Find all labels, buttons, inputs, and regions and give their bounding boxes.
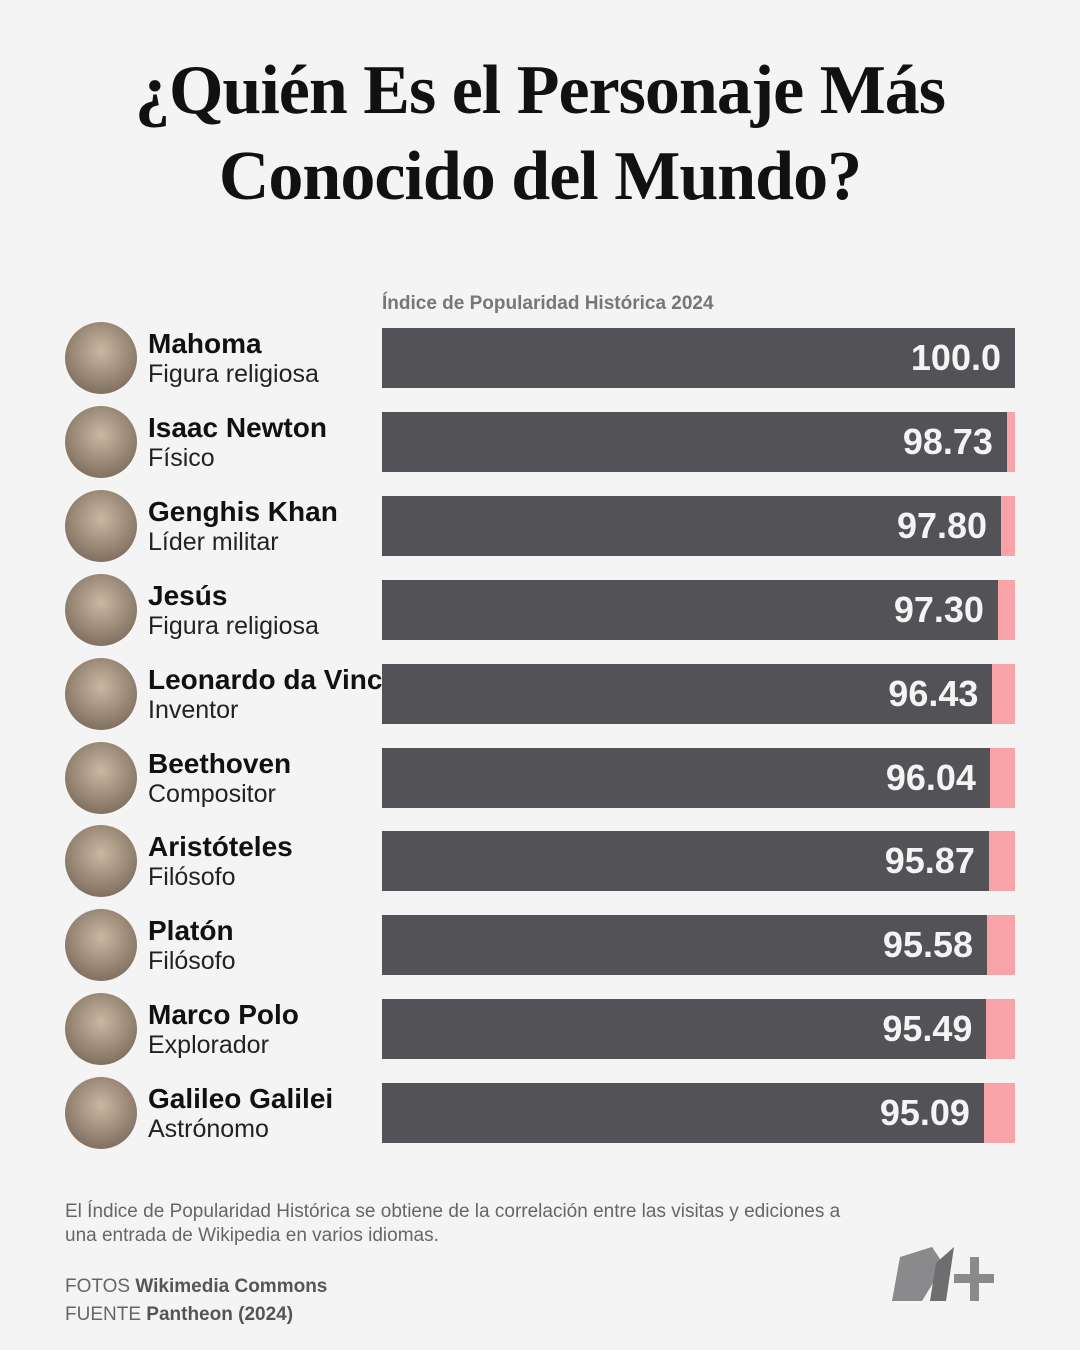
logo-plus-h [954,1274,994,1283]
bar-track: 95.58 [382,915,1015,976]
value-label: 95.49 [882,1008,973,1050]
bar: 98.73 [382,411,1007,472]
portrait [65,909,137,982]
portrait [65,741,137,814]
credit-line: FOTOS Wikimedia Commons [65,1276,327,1298]
row-label: Beethoven Compositor [148,748,378,810]
bar-track: 96.04 [382,747,1015,808]
bar: 100.0 [382,328,1015,388]
bar-track: 95.49 [382,999,1015,1060]
footnote: El Índice de Popularidad Histórica se ob… [65,1201,841,1246]
row: Aristóteles Filósofo 95.87 [0,825,1080,898]
row-label: Genghis Khan Líder militar [148,496,378,558]
person-name: Platón [148,915,234,947]
bar-track: 100.0 [382,328,1015,388]
person-name: Jesús [148,579,228,611]
credit-label: FOTOS [65,1276,131,1297]
person-role: Filósofo [148,947,236,976]
row-label: Platón Filósofo [148,915,378,977]
axis-label: Índice de Popularidad Histórica 2024 [382,293,714,314]
person-name: Mahoma [148,328,262,359]
row: Isaac Newton Físico 98.73 [0,405,1080,478]
value-label: 97.30 [893,588,984,630]
person-role: Explorador [148,1031,269,1060]
person-role: Líder militar [148,527,279,556]
person-role: Físico [148,443,215,472]
row-label: Isaac Newton Físico [148,412,378,474]
row: Jesús Figura religiosa 97.30 [0,573,1080,646]
bar-track: 96.43 [382,663,1015,724]
logo-n-stroke [930,1247,954,1301]
row: Marco Polo Explorador 95.49 [0,993,1080,1066]
portrait [65,405,137,478]
value-label: 98.73 [902,420,993,462]
bar: 95.49 [382,999,987,1060]
value-label: 97.80 [896,504,988,546]
person-role: Compositor [148,779,276,808]
portrait [65,573,137,646]
bar: 96.04 [382,747,990,808]
row: Genghis Khan Líder militar 97.80 [0,489,1080,562]
logo-n [892,1247,944,1301]
row: Galileo Galilei Astrónomo 95.09 [0,1077,1080,1150]
person-name: Beethoven [148,747,292,779]
row: Mahoma Figura religiosa 100.0 [0,322,1080,394]
person-name: Leonardo da Vinci [148,663,391,695]
portrait [65,657,137,730]
logo [892,1247,994,1301]
bar: 96.43 [382,663,993,724]
bar: 95.58 [382,915,988,976]
person-role: Inventor [148,695,239,724]
bar-track: 97.30 [382,579,1015,640]
row-label: Mahoma Figura religiosa [148,328,378,390]
person-name: Aristóteles [148,831,293,863]
row-label: Leonardo da Vinci Inventor [148,663,391,726]
person-role: Figura religiosa [148,360,319,388]
chart-title: ¿Quién Es el Personaje Más Conocido del … [134,52,946,215]
row-label: Marco Polo Explorador [148,999,378,1061]
bar: 97.80 [382,495,1002,556]
bar-track: 95.87 [382,831,1015,892]
person-name: Marco Polo [148,999,299,1031]
portrait [65,1077,137,1150]
bar-track: 97.80 [382,495,1015,556]
row: Platón Filósofo 95.58 [0,909,1080,982]
person-name: Galileo Galilei [148,1083,334,1115]
bar: 97.30 [382,579,998,640]
bar-track: 98.73 [382,411,1015,472]
row: Leonardo da Vinci Inventor 96.43 [0,657,1080,730]
portrait [65,322,137,394]
person-name: Genghis Khan [148,495,338,527]
person-role: Astrónomo [148,1115,269,1144]
person-name: Isaac Newton [148,411,327,443]
row-label: Aristóteles Filósofo [148,831,378,893]
portrait [65,993,137,1066]
credit-source: Wikimedia Commons [135,1276,328,1297]
value-label: 100.0 [910,337,1001,378]
credit-label: FUENTE [65,1304,141,1325]
person-role: Figura religiosa [148,611,319,640]
value-label: 95.58 [882,924,974,966]
bar-track: 95.09 [382,1083,1015,1144]
credit-source: Pantheon (2024) [146,1304,294,1325]
value-label: 95.87 [884,840,975,882]
row: Beethoven Compositor 96.04 [0,741,1080,814]
credit-line: FUENTE Pantheon (2024) [65,1304,293,1326]
portrait [65,825,137,898]
bar: 95.87 [382,831,989,892]
row-label: Jesús Figura religiosa [148,580,378,642]
person-role: Filósofo [148,863,236,892]
value-label: 95.09 [879,1092,970,1134]
value-label: 96.43 [888,672,979,714]
portrait [65,489,137,562]
row-label: Galileo Galilei Astrónomo [148,1083,378,1145]
bar: 95.09 [382,1083,984,1144]
value-label: 96.04 [885,756,976,798]
